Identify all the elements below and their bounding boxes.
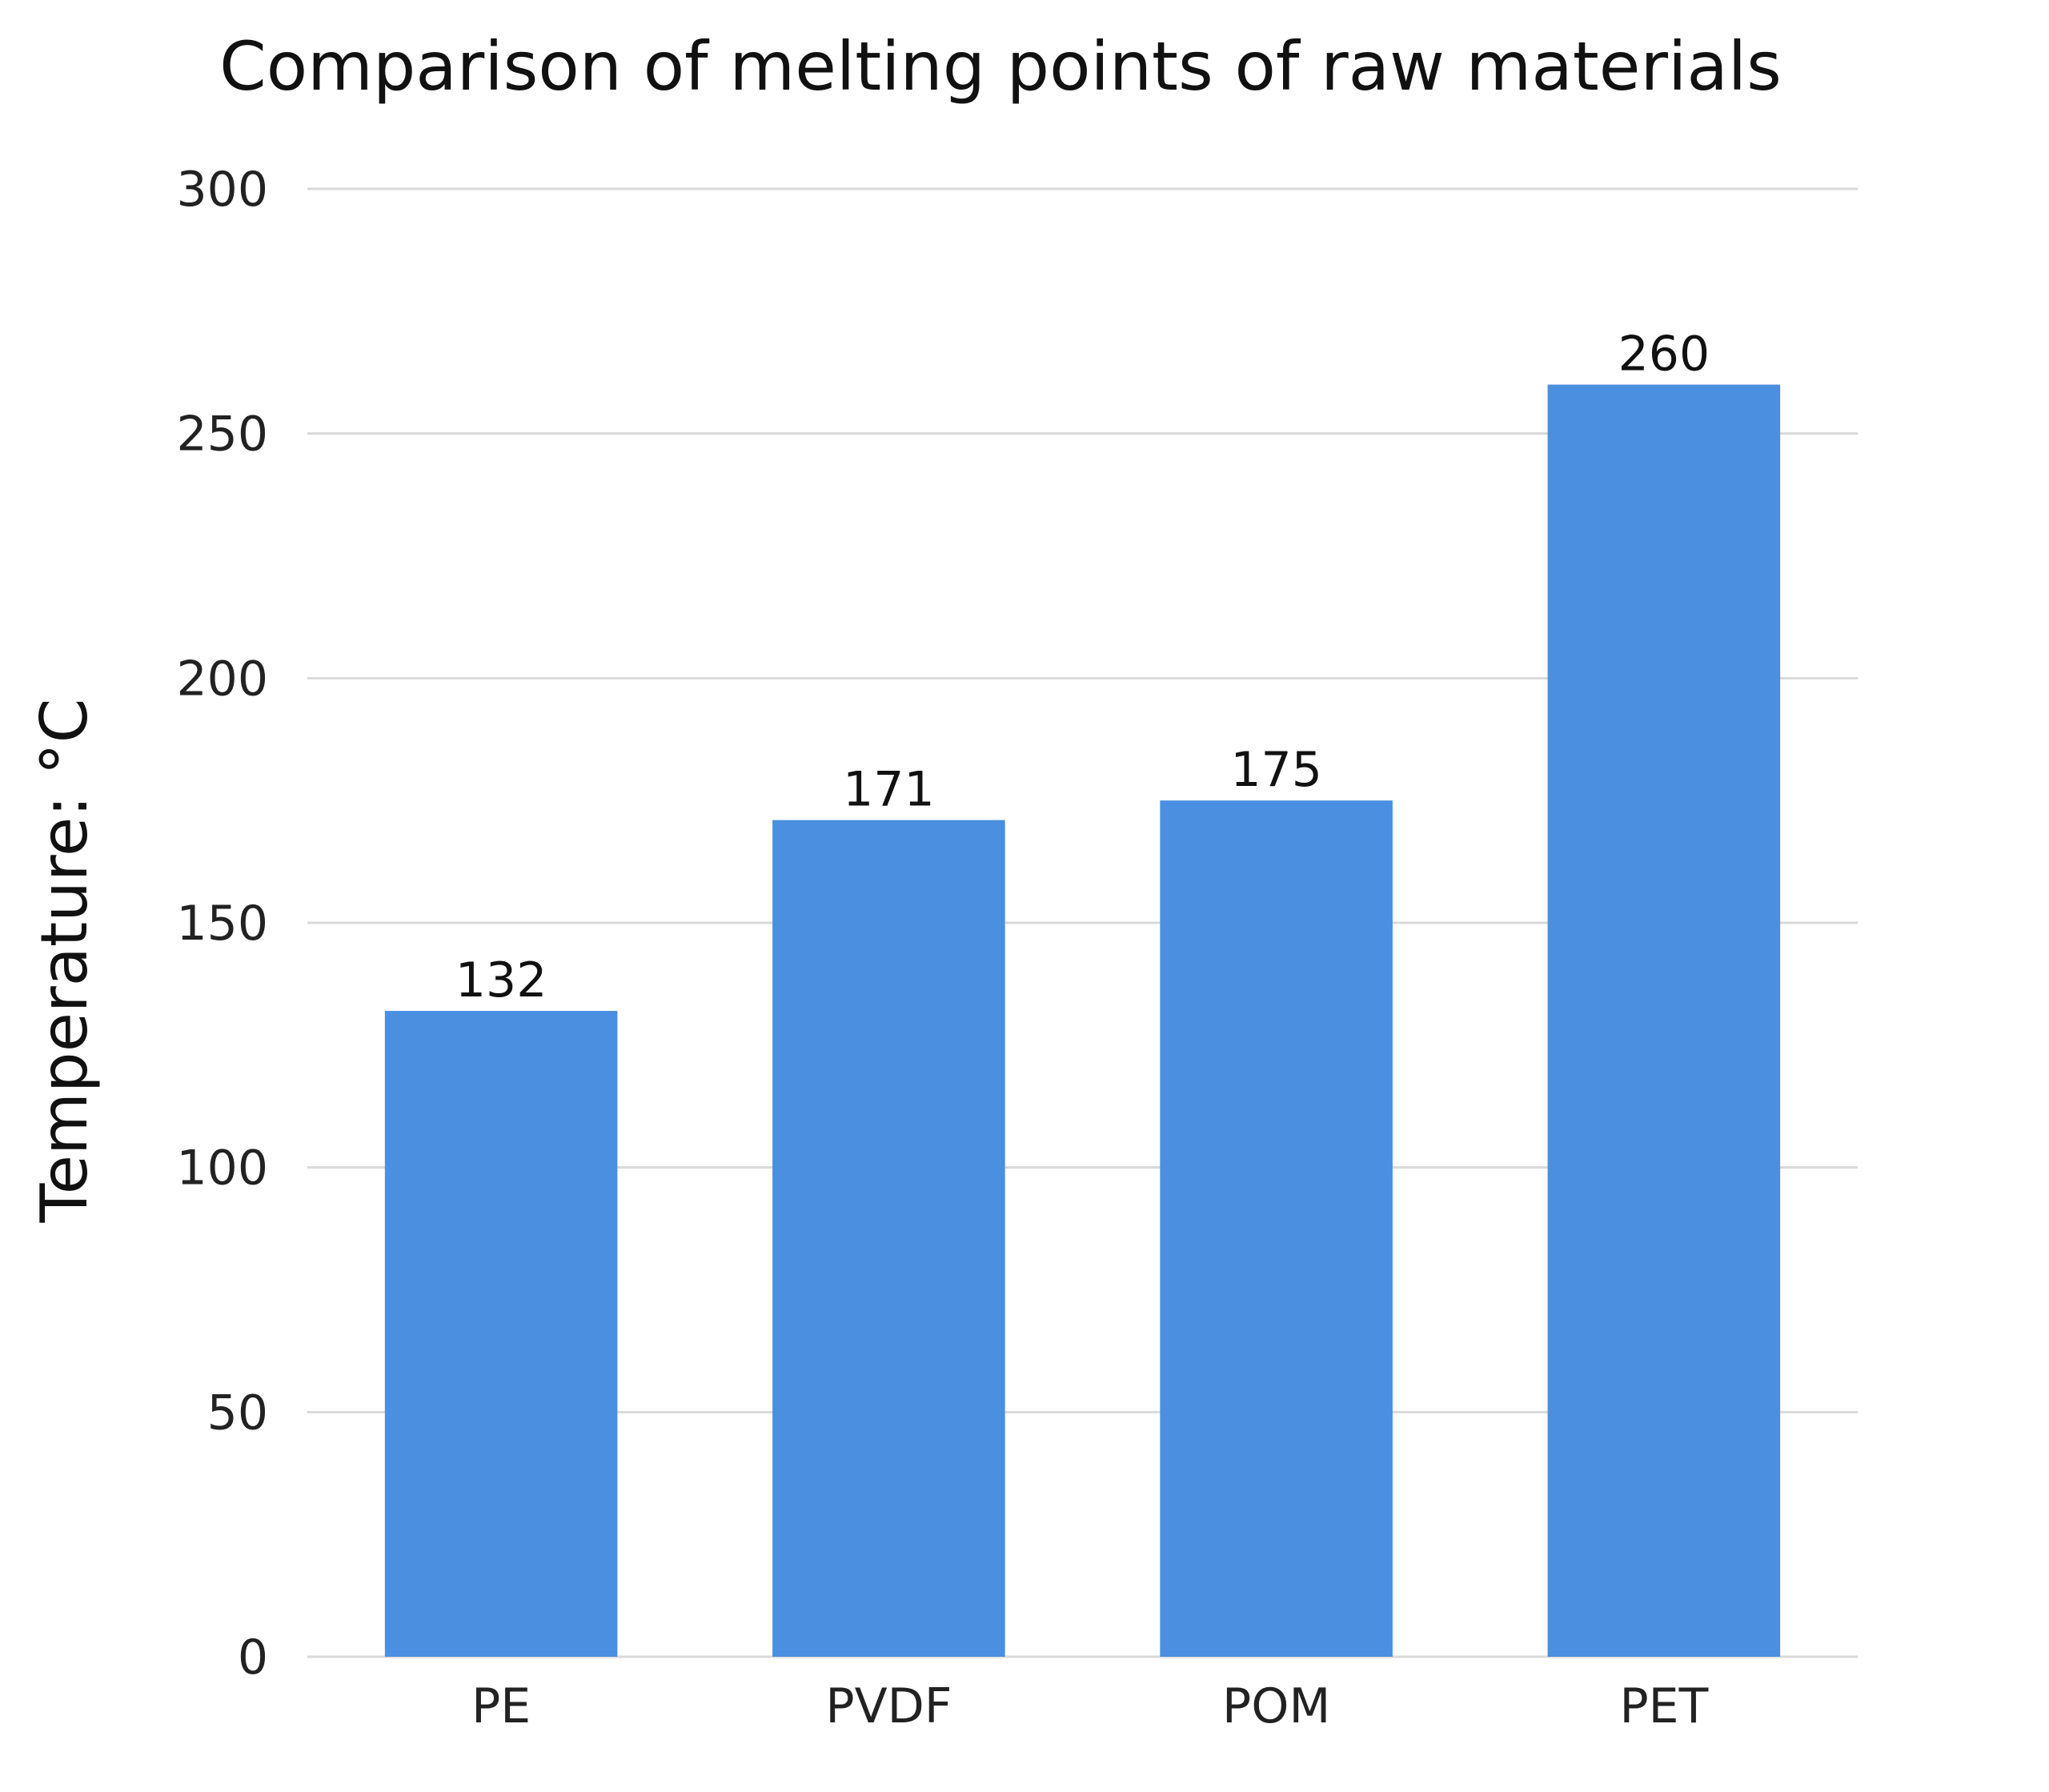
- data-label: 260: [1618, 327, 1710, 383]
- y-tick-label: 0: [238, 1630, 268, 1686]
- y-tick-label: 200: [176, 651, 268, 707]
- data-label: 175: [1230, 742, 1322, 798]
- data-label: 132: [455, 952, 547, 1008]
- y-tick-label: 300: [176, 162, 268, 218]
- x-tick-label: POM: [1222, 1678, 1330, 1734]
- bar-pet: [1547, 384, 1781, 1657]
- y-axis-label: Temperature: °C: [27, 699, 102, 1224]
- y-tick-label: 50: [207, 1385, 268, 1441]
- data-label: 171: [843, 762, 935, 818]
- y-tick-label: 150: [176, 896, 268, 952]
- x-tick-label: PET: [1620, 1678, 1709, 1734]
- x-tick-label: PVDF: [825, 1678, 952, 1734]
- y-tick-label: 100: [176, 1141, 268, 1197]
- x-tick-label: PE: [471, 1678, 531, 1734]
- chart-title: Comparison of melting points of raw mate…: [219, 27, 1782, 106]
- bar-pom: [1160, 800, 1393, 1657]
- bar-pvdf: [772, 820, 1005, 1657]
- bar-pe: [384, 1011, 618, 1657]
- y-tick-label: 250: [176, 407, 268, 463]
